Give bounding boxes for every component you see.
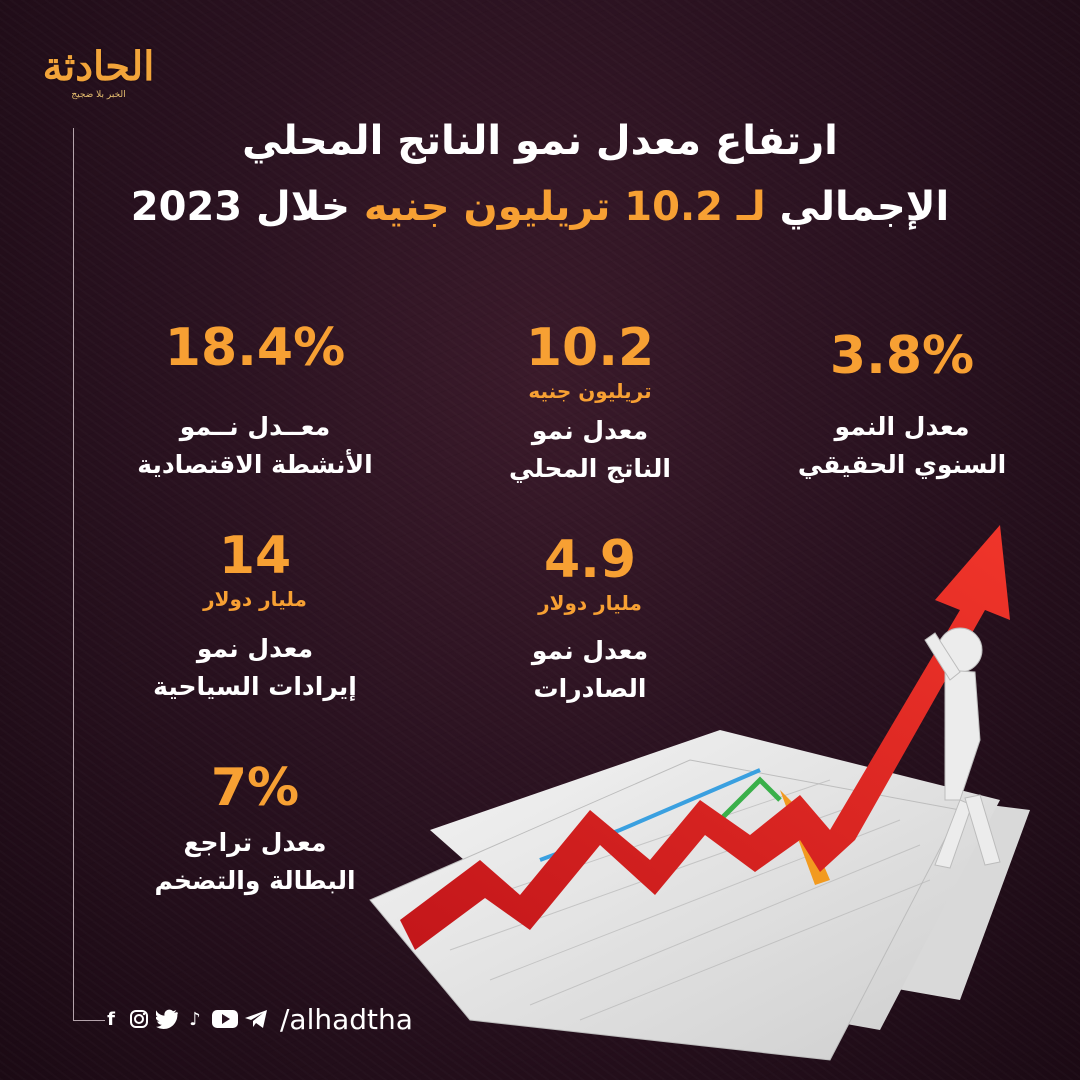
headline-line-2: الإجمالي لـ 10.2 تريليون جنيه خلال 2023 [120,174,960,240]
stat-economic-activities-growth: 18.4% معــدل نــمو الأنشطة الاقتصادية [120,318,390,484]
stat-label-line-2: الأنشطة الاقتصادية [137,450,373,479]
stat-unit: مليار دولار [538,591,642,615]
stat-label-line-2: الصادرات [533,674,647,703]
youtube-icon[interactable] [212,1008,238,1030]
social-handle[interactable]: /alhadtha [280,1002,413,1036]
frame-line-horizontal [73,1020,105,1021]
stat-value: 3.8% [829,326,975,386]
stat-unemployment-inflation-decline: 7% معدل تراجع البطالة والتضخم [120,758,390,900]
stat-label-line-1: معدل نمو [196,634,314,663]
stat-unit: تريليون جنيه [528,379,652,403]
stat-real-annual-growth: 3.8% معدل النمو السنوي الحقيقي [772,326,1032,484]
paper-chart-green [718,776,782,822]
stat-tourism-revenue-growth: 14 مليار دولار معدل نمو إيرادات السياحية [120,526,390,706]
instagram-icon[interactable] [128,1008,150,1030]
headline-highlight: لـ 10.2 تريليون جنيه [363,184,766,230]
social-footer: f ♪ /alhadtha [100,997,413,1041]
stat-label-line-2: الناتج المحلي [509,454,671,483]
telegram-icon[interactable] [244,1008,268,1030]
headline-line-2-end: خلال 2023 [130,184,350,230]
frame-line-vertical [73,128,74,1020]
stat-value: 4.9 [543,530,637,590]
pushing-figure [924,627,1001,869]
stat-value: 7% [210,758,300,818]
stat-exports-growth: 4.9 مليار دولار معدل نمو الصادرات [460,530,720,708]
stat-value: 10.2 [525,318,655,378]
stat-label-line-1: معدل النمو [834,412,970,441]
stat-label-line-2: السنوي الحقيقي [797,450,1007,479]
stat-gdp-growth: 10.2 تريليون جنيه معدل نمو الناتج المحلي [460,318,720,488]
headline: ارتفاع معدل نمو الناتج المحلي الإجمالي ل… [120,108,960,240]
headline-line-1: ارتفاع معدل نمو الناتج المحلي [242,118,838,164]
stat-label-line-1: معدل نمو [531,636,649,665]
stat-label-line-2: البطالة والتضخم [154,866,356,895]
stat-label-line-2: إيرادات السياحية [153,672,357,701]
stat-label-line-1: معدل نمو [531,416,649,445]
stat-value: 14 [218,526,292,586]
twitter-icon[interactable] [156,1008,178,1030]
headline-line-2-start: الإجمالي [779,184,950,230]
growth-arrow-illustration [369,525,1030,1061]
logo: الحادثة الخبر بلا ضجيج [26,42,171,120]
stat-label-line-1: معــدل نــمو [179,412,331,441]
stat-label-line-1: معدل تراجع [183,828,327,857]
stat-value: 18.4% [164,318,346,378]
logo-wordmark: الحادثة [42,43,155,90]
stat-unit: مليار دولار [203,587,307,611]
growth-arrow [400,525,1010,950]
logo-tagline: الخبر بلا ضجيج [71,90,126,100]
tiktok-icon[interactable]: ♪ [189,1008,201,1030]
facebook-icon[interactable]: f [107,1008,115,1030]
